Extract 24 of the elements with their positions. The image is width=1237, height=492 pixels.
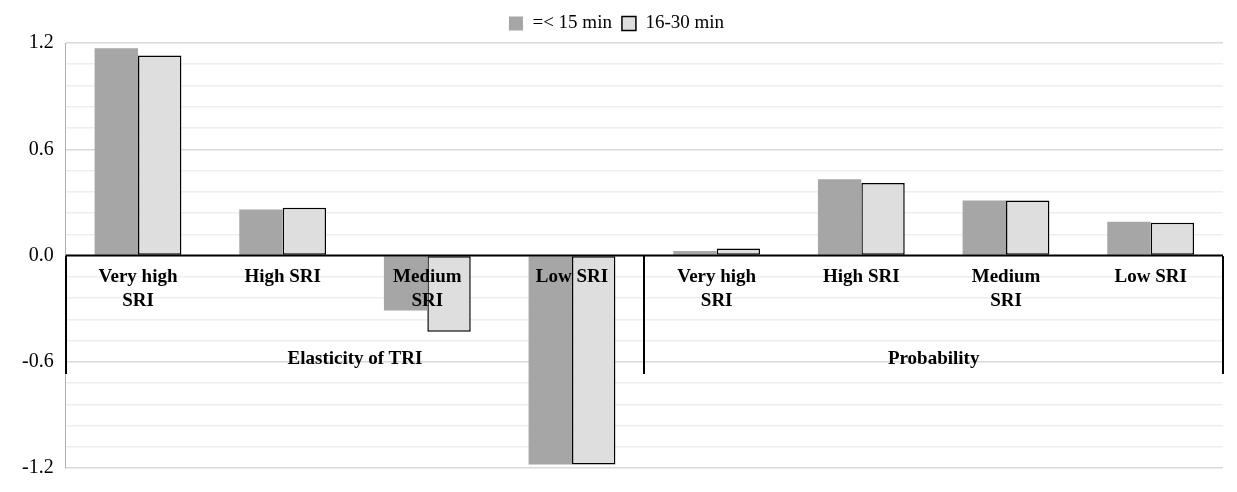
x-tick-label: High SRI bbox=[244, 264, 321, 286]
bar bbox=[528, 256, 572, 465]
legend-label: =< 15 min bbox=[532, 11, 613, 33]
annotation: Elasticity of TRI bbox=[287, 347, 423, 369]
y-tick-label: 0.0 bbox=[28, 242, 54, 265]
bar bbox=[1107, 221, 1151, 255]
legend-label: 16-30 min bbox=[645, 11, 725, 33]
x-tick-label: Very high SRI bbox=[677, 264, 757, 310]
y-tick-label: -0.6 bbox=[21, 349, 54, 371]
bar bbox=[817, 179, 862, 255]
y-tick-label: 0.6 bbox=[28, 136, 54, 159]
x-tick-label: Medium SRI bbox=[393, 264, 462, 310]
y-tick-label: -1.2 bbox=[21, 455, 54, 478]
x-tick-label: Low SRI bbox=[1114, 264, 1187, 286]
bar bbox=[239, 209, 283, 255]
bar bbox=[962, 200, 1006, 255]
x-tick-label: Medium SRI bbox=[971, 264, 1041, 310]
y-tick-label: 1.2 bbox=[28, 30, 54, 53]
x-tick-label: Very high SRI bbox=[98, 264, 178, 310]
x-tick-label: Low SRI bbox=[535, 264, 609, 286]
bar bbox=[94, 48, 138, 255]
annotation: Probability bbox=[887, 347, 980, 369]
x-tick-label: High SRI bbox=[823, 264, 900, 286]
bar bbox=[673, 251, 717, 255]
